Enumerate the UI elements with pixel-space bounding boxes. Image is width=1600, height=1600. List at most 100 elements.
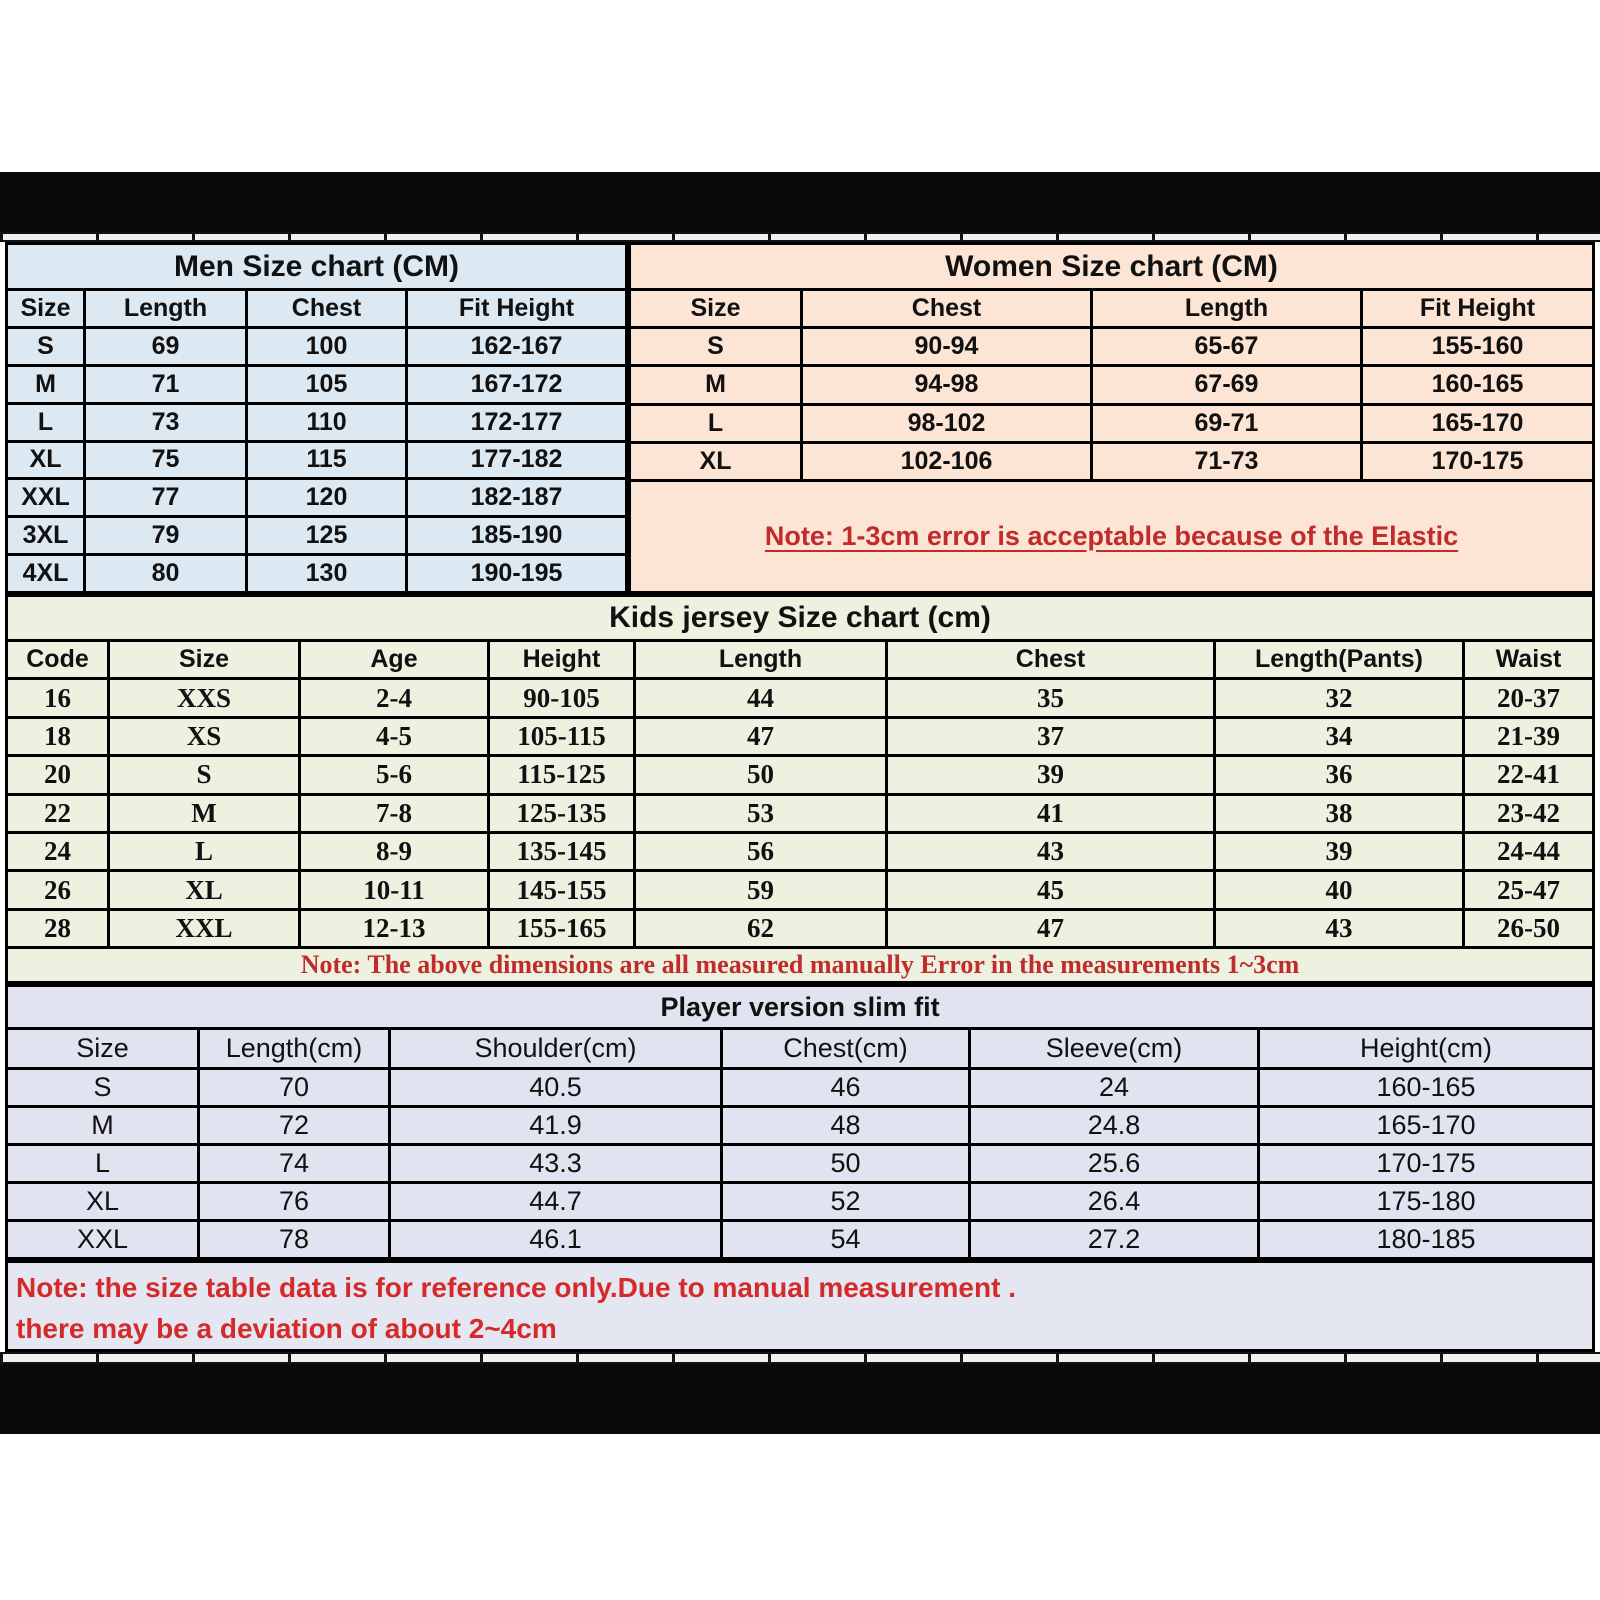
table-cell: 73 <box>83 401 245 440</box>
table-cell: 167-172 <box>405 363 625 402</box>
table-cell: 4XL <box>5 553 83 591</box>
table-cell: M <box>107 792 298 831</box>
table-title: Kids jersey Size chart (cm) <box>5 594 1592 639</box>
table-cell: 41 <box>885 792 1213 831</box>
table-cell: XL <box>5 439 83 478</box>
table-cell: 145-155 <box>487 869 633 908</box>
table-cell: 59 <box>633 869 885 908</box>
table-cell: 28 <box>5 907 107 947</box>
table-cell: 34 <box>1213 715 1462 755</box>
table-cell: 16 <box>5 677 107 716</box>
column-header: Length <box>83 288 245 326</box>
table-cell: 98-102 <box>800 402 1090 441</box>
women-size-table: Women Size chart (CM) Size Chest Length … <box>628 242 1595 594</box>
table-cell: 79 <box>83 515 245 554</box>
column-header: Sleeve(cm) <box>968 1027 1257 1067</box>
table-cell: 90-105 <box>487 677 633 716</box>
table-cell: 65-67 <box>1090 326 1360 365</box>
note-text: there may be a deviation of about 2~4cm <box>16 1312 557 1344</box>
table-cell: 38 <box>1213 792 1462 831</box>
column-header: Shoulder(cm) <box>388 1027 720 1067</box>
column-header: Chest <box>245 288 405 326</box>
table-cell: 44.7 <box>388 1181 720 1219</box>
table-cell: 44 <box>633 677 885 716</box>
table-cell: 50 <box>633 754 885 793</box>
table-cell: 45 <box>885 869 1213 908</box>
note-text: Note: 1-3cm error is acceptable because … <box>764 520 1459 551</box>
table-cell: S <box>628 326 800 365</box>
bottom-ruler-strip <box>0 1352 1600 1364</box>
table-cell: 67-69 <box>1090 364 1360 403</box>
footer-reference-note: Note: the size table data is for referen… <box>5 1260 1595 1352</box>
top-letterbox-bar <box>0 172 1600 232</box>
table-cell: 20-37 <box>1462 677 1592 716</box>
table-cell: 35 <box>885 677 1213 716</box>
table-cell: XXL <box>5 1219 197 1257</box>
table-cell: 26.4 <box>968 1181 1257 1219</box>
table-cell: 120 <box>245 477 405 516</box>
table-cell: XL <box>107 869 298 908</box>
table-cell: 2-4 <box>298 677 487 716</box>
table-cell: 46.1 <box>388 1219 720 1257</box>
table-cell: 115-125 <box>487 754 633 793</box>
note-text: Note: the size table data is for referen… <box>16 1272 1016 1303</box>
table-cell: 94-98 <box>800 364 1090 403</box>
column-header: Age <box>298 639 487 678</box>
table-cell: 54 <box>720 1219 968 1257</box>
table-cell: L <box>628 402 800 441</box>
table-cell: 8-9 <box>298 830 487 870</box>
table-cell: 23-42 <box>1462 792 1592 831</box>
table-cell: 165-170 <box>1360 402 1592 441</box>
table-cell: 26-50 <box>1462 907 1592 947</box>
table-cell: 39 <box>885 754 1213 793</box>
column-header: Chest(cm) <box>720 1027 968 1067</box>
column-header: Length(Pants) <box>1213 639 1462 678</box>
table-cell: 80 <box>83 553 245 591</box>
table-cell: 75 <box>83 439 245 478</box>
table-cell: 12-13 <box>298 907 487 947</box>
table-cell: 40 <box>1213 869 1462 908</box>
table-cell: 135-145 <box>487 830 633 870</box>
column-header: Height <box>487 639 633 678</box>
table-cell: 4-5 <box>298 715 487 755</box>
column-header: Size <box>5 288 83 326</box>
table-cell: 43 <box>1213 907 1462 947</box>
table-cell: 125 <box>245 515 405 554</box>
table-cell: 20 <box>5 754 107 793</box>
column-header: Code <box>5 639 107 678</box>
table-cell: 25.6 <box>968 1143 1257 1181</box>
table-cell: 72 <box>197 1105 388 1143</box>
table-cell: 24 <box>5 830 107 870</box>
table-title: Women Size chart (CM) <box>628 242 1592 288</box>
table-cell: 160-165 <box>1360 364 1592 403</box>
table-cell: 5-6 <box>298 754 487 793</box>
column-header: Length <box>633 639 885 678</box>
table-cell: S <box>5 1067 197 1105</box>
table-cell: 7-8 <box>298 792 487 831</box>
table-cell: 100 <box>245 325 405 364</box>
table-cell: 22 <box>5 792 107 831</box>
women-elastic-note: Note: 1-3cm error is acceptable because … <box>628 478 1592 591</box>
table-cell: L <box>107 830 298 870</box>
table-cell: L <box>5 401 83 440</box>
table-cell: 3XL <box>5 515 83 554</box>
table-cell: 74 <box>197 1143 388 1181</box>
table-cell: 50 <box>720 1143 968 1181</box>
table-cell: 110 <box>245 401 405 440</box>
table-cell: M <box>5 1105 197 1143</box>
table-cell: 105-115 <box>487 715 633 755</box>
table-cell: 52 <box>720 1181 968 1219</box>
table-cell: 69 <box>83 325 245 364</box>
table-cell: 47 <box>885 907 1213 947</box>
table-cell: 46 <box>720 1067 968 1105</box>
kids-measurement-note: Note: The above dimensions are all measu… <box>5 946 1592 981</box>
men-women-section: Men Size chart (CM) Size Length Chest Fi… <box>5 242 1595 594</box>
table-cell: 56 <box>633 830 885 870</box>
table-cell: 170-175 <box>1360 440 1592 479</box>
table-cell: 22-41 <box>1462 754 1592 793</box>
column-header: Fit Height <box>1360 288 1592 327</box>
table-cell: 172-177 <box>405 401 625 440</box>
table-cell: 24-44 <box>1462 830 1592 870</box>
column-header: Size <box>5 1027 197 1067</box>
table-cell: 21-39 <box>1462 715 1592 755</box>
